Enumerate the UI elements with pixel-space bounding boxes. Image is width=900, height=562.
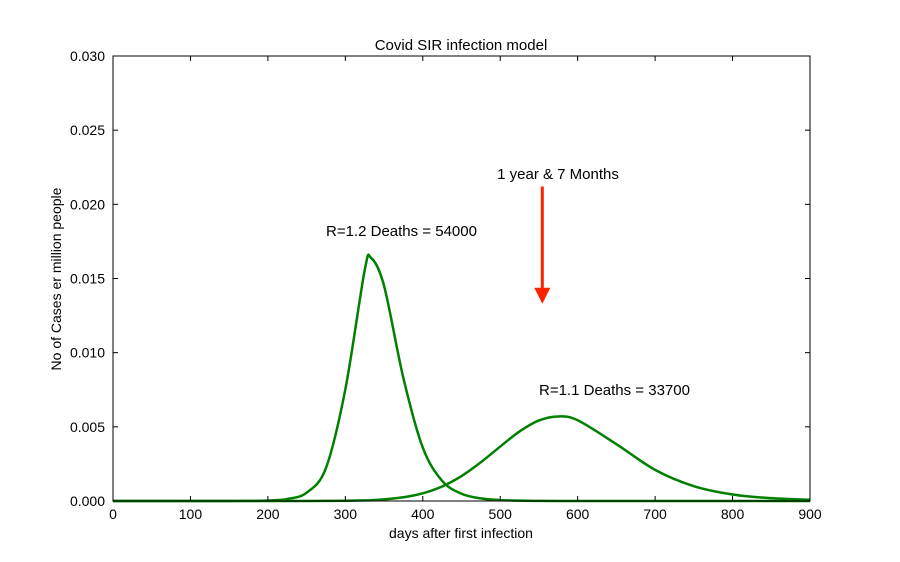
x-tick-label: 500 xyxy=(489,506,513,522)
x-tick-label: 800 xyxy=(721,506,745,522)
y-tick-label: 0.025 xyxy=(70,122,105,138)
x-tick-label: 400 xyxy=(411,506,435,522)
x-tick-label: 200 xyxy=(256,506,280,522)
plot-frame xyxy=(112,55,811,502)
x-tick-label: 900 xyxy=(798,506,822,522)
series-line-r-1-1 xyxy=(112,415,811,503)
y-tick-label: 0.030 xyxy=(70,48,105,64)
annotation-time: 1 year & 7 Months xyxy=(497,166,619,183)
y-tick-label: 0.005 xyxy=(70,419,105,435)
y-tick-label: 0.010 xyxy=(70,345,105,361)
y-tick-label: 0.020 xyxy=(70,196,105,212)
annotation-r11: R=1.1 Deaths = 33700 xyxy=(539,382,690,399)
x-tick-label: 100 xyxy=(179,506,203,522)
x-tick-label: 600 xyxy=(566,506,590,522)
y-tick-label: 0.000 xyxy=(70,493,105,509)
y-tick-label: 0.015 xyxy=(70,271,105,287)
x-axis-label: days after first infection xyxy=(389,525,533,541)
arrow-head-icon xyxy=(534,287,551,304)
annotation-r12: R=1.2 Deaths = 54000 xyxy=(326,223,477,240)
arrow-annotation xyxy=(534,186,551,304)
y-axis-label: No of Cases er million people xyxy=(48,187,64,370)
series-line-r-1-2 xyxy=(112,253,810,503)
chart-title: Covid SIR infection model xyxy=(375,37,548,54)
x-tick-label: 300 xyxy=(334,506,358,522)
x-tick-label: 700 xyxy=(643,506,667,522)
x-tick-label: 0 xyxy=(109,506,117,522)
